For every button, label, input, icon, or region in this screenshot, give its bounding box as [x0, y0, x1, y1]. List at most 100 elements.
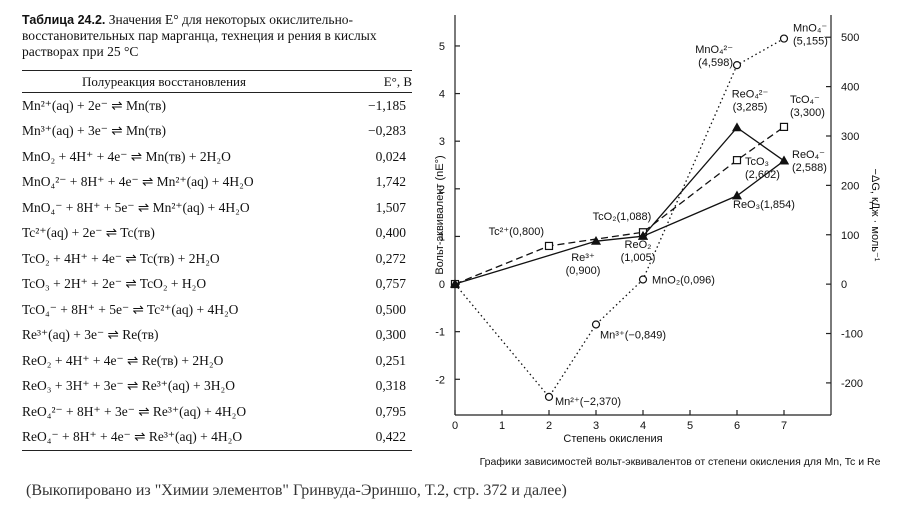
reaction-cell: ReO₄²⁻ + 8H⁺ + 3e⁻ ⇌ Re³⁺(aq) + 4H₂O — [22, 403, 247, 419]
potential-cell: −0,283 — [368, 123, 406, 139]
potential-cell: 1,507 — [375, 199, 406, 215]
point-label: ReO₄²⁻ — [732, 89, 769, 101]
y2-axis-title: −ΔG, кДж · моль⁻¹ — [869, 169, 881, 262]
table-row: MnO₄²⁻ + 8H⁺ + 4e⁻ ⇌ Mn²⁺(aq) + 4H₂O 1,74… — [22, 170, 412, 196]
x-tick-label: 4 — [640, 420, 646, 432]
y-tick-label: 2 — [439, 184, 445, 196]
y-axis-title: Вольт-эквивалент (nE°) — [434, 155, 446, 274]
reaction-cell: MnO₂ + 4H⁺ + 4e⁻ ⇌ Mn(тв) + 2H₂O — [22, 148, 231, 164]
point — [779, 34, 789, 43]
y2-tick-label: 100 — [841, 230, 859, 242]
y-tick-label: 0 — [439, 279, 445, 291]
point — [731, 190, 743, 200]
y-tick-label: 3 — [439, 136, 445, 148]
x-tick-label: 2 — [546, 420, 552, 432]
x-tick-label: 6 — [734, 420, 740, 432]
reaction-cell: MnO₄²⁻ + 8H⁺ + 4e⁻ ⇌ Mn²⁺(aq) + 4H₂O — [22, 174, 254, 190]
reaction-cell: ReO₃ + 3H⁺ + 3e⁻ ⇌ Re³⁺(aq) + 3H₂O — [22, 378, 235, 394]
reaction-cell: TcO₄⁻ + 8H⁺ + 5e⁻ ⇌ Tc²⁺(aq) + 4H₂O — [22, 301, 239, 317]
y2-tick-label: 500 — [841, 32, 859, 44]
y-tick-label: -2 — [435, 374, 445, 386]
x-tick-label: 0 — [452, 420, 458, 432]
reaction-cell: TcO₂ + 4H⁺ + 4e⁻ ⇌ Tc(тв) + 2H₂O — [22, 250, 220, 266]
table-row: Mn²⁺(aq) + 2e⁻ ⇌ Mn(тв) −1,185 — [22, 93, 412, 119]
y2-tick-label: -200 — [841, 378, 863, 390]
y2-tick-label: -100 — [841, 329, 863, 341]
potential-cell: 0,400 — [375, 225, 406, 241]
point — [591, 320, 601, 329]
reaction-cell: ReO₂ + 4H⁺ + 4e⁻ ⇌ Re(тв) + 2H₂O — [22, 352, 224, 368]
point-label: ReO₃(1,854) — [733, 199, 795, 211]
point-label: Tc²⁺(0,800) — [489, 226, 544, 238]
point — [638, 275, 648, 284]
point — [449, 278, 461, 288]
point — [732, 156, 742, 165]
reaction-cell: TcO₃ + 2H⁺ + 2e⁻ ⇌ TcO₂ + H₂O — [22, 276, 207, 292]
potential-cell: 0,795 — [375, 403, 406, 419]
table-row: Re³⁺(aq) + 3e⁻ ⇌ Re(тв) 0,300 — [22, 323, 412, 349]
point — [544, 392, 554, 402]
point — [779, 122, 789, 132]
footer: (Выкопировано из "Химии элементов" Гринв… — [26, 482, 567, 499]
point-label: (0,900) — [566, 265, 601, 277]
table-row: TcO₃ + 2H⁺ + 2e⁻ ⇌ TcO₂ + H₂O 0,757 — [22, 272, 412, 298]
table-block: Таблица 24.2. Значения E° для некоторых … — [22, 12, 412, 451]
point — [732, 60, 742, 70]
point-label: Re³⁺ — [571, 252, 595, 264]
point-label: TcO₄⁻ — [790, 94, 820, 106]
potential-cell: 0,300 — [375, 327, 406, 343]
table-title: Таблица 24.2. Значения E° для некоторых … — [22, 12, 412, 60]
potential-cell: 0,318 — [375, 378, 406, 394]
point-label: ReO₄⁻ — [792, 149, 825, 161]
chart-caption: Графики зависимостей вольт-эквивалентов … — [480, 456, 881, 468]
point-label: (2,588) — [792, 162, 827, 174]
table-row: MnO₄⁻ + 8H⁺ + 5e⁻ ⇌ Mn²⁺(aq) + 4H₂O 1,507 — [22, 195, 412, 221]
y-tick-label: 1 — [439, 231, 445, 243]
point-label: Mn³⁺(−0,849) — [600, 329, 666, 341]
table-row: Tc²⁺(aq) + 2e⁻ ⇌ Tc(тв) 0,400 — [22, 221, 412, 247]
point-label: (3,285) — [733, 102, 768, 114]
potential-cell: 0,422 — [375, 429, 406, 445]
x-tick-label: 5 — [687, 420, 693, 432]
y2-tick-label: 200 — [841, 180, 859, 192]
table-row: ReO₄⁻ + 8H⁺ + 4e⁻ ⇌ Re³⁺(aq) + 4H₂O 0,422 — [22, 425, 412, 451]
point-label: (1,005) — [621, 252, 656, 264]
table-row: TcO₄⁻ + 8H⁺ + 5e⁻ ⇌ Tc²⁺(aq) + 4H₂O 0,500 — [22, 297, 412, 323]
point-label: MnO₄²⁻ — [695, 44, 733, 56]
table-row: ReO₂ + 4H⁺ + 4e⁻ ⇌ Re(тв) + 2H₂O 0,251 — [22, 348, 412, 374]
table-row: MnO₂ + 4H⁺ + 4e⁻ ⇌ Mn(тв) + 2H₂O 0,024 — [22, 144, 412, 170]
point — [731, 122, 743, 132]
table-title-text: Значения E° для некоторых окислительно-в… — [22, 12, 377, 59]
x-tick-label: 1 — [499, 420, 505, 432]
point-label: ReO₂ — [625, 239, 652, 251]
point-label: (5,155) — [793, 36, 828, 48]
point-label: Mn²⁺(−2,370) — [555, 396, 621, 408]
x-axis-title: Степень окисления — [563, 433, 662, 445]
reaction-cell: MnO₄⁻ + 8H⁺ + 5e⁻ ⇌ Mn²⁺(aq) + 4H₂O — [22, 199, 250, 215]
table-label: Таблица 24.2. — [22, 13, 106, 27]
potential-cell: −1,185 — [368, 97, 406, 113]
point — [637, 230, 649, 240]
table-row: Mn³⁺(aq) + 3e⁻ ⇌ Mn(тв) −0,283 — [22, 119, 412, 145]
rule — [22, 450, 412, 451]
y-tick-label: 5 — [439, 41, 445, 53]
table-row: ReO₄²⁻ + 8H⁺ + 3e⁻ ⇌ Re³⁺(aq) + 4H₂O 0,79… — [22, 399, 412, 425]
table-body: Mn²⁺(aq) + 2e⁻ ⇌ Mn(тв) −1,185 Mn³⁺(aq) + … — [22, 93, 412, 450]
point-label: (4,598) — [698, 57, 733, 69]
header-cell: E°, В — [383, 73, 412, 89]
potential-cell: 0,251 — [375, 352, 406, 368]
rule — [22, 92, 412, 93]
series-line — [642, 126, 785, 237]
potential-cell: 0,024 — [375, 148, 406, 164]
potential-cell: 0,272 — [375, 250, 406, 266]
point-label: MnO₂(0,096) — [652, 274, 715, 286]
point-label: (2,602) — [745, 169, 780, 181]
y-tick-label: -1 — [435, 327, 445, 339]
reaction-cell: Mn³⁺(aq) + 3e⁻ ⇌ Mn(тв) — [22, 123, 166, 139]
potential-cell: 1,742 — [375, 174, 406, 190]
potential-cell: 0,500 — [375, 301, 406, 317]
y-tick-label: 4 — [439, 89, 445, 101]
point-label: TcO₃ — [745, 156, 769, 168]
point-label: TcO₂(1,088) — [593, 211, 652, 223]
